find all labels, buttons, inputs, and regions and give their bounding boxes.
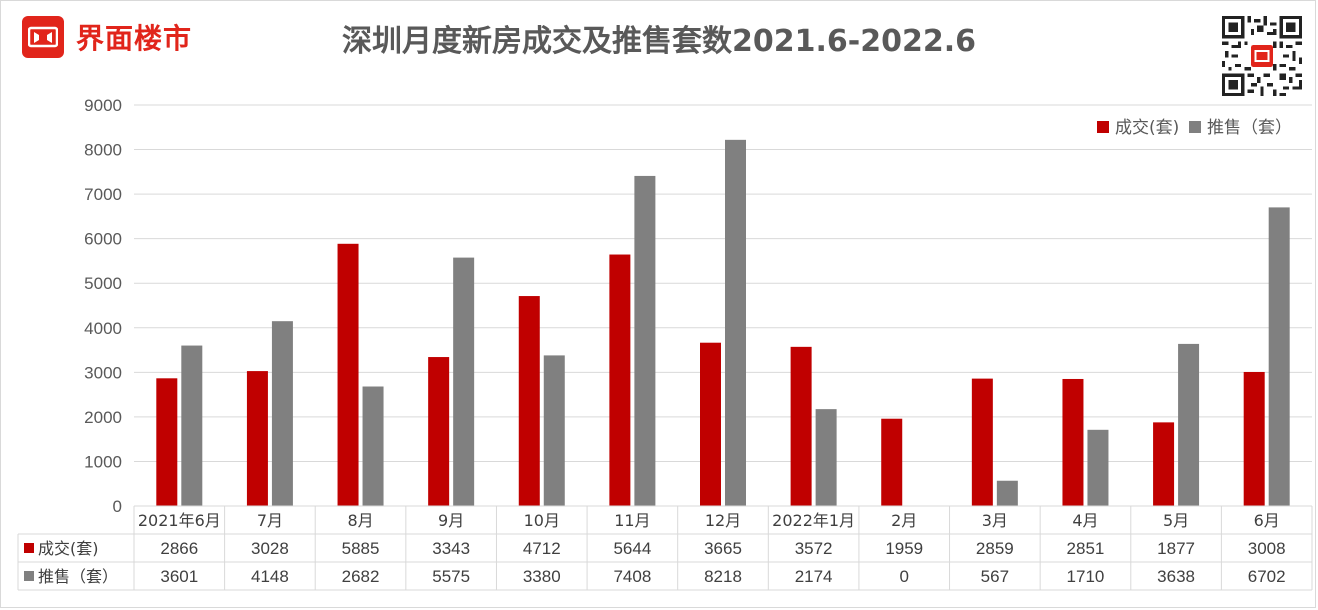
table-cell-value: 1877: [1157, 539, 1195, 558]
table-cell-value: 3638: [1157, 567, 1195, 586]
bar-deals: [337, 243, 359, 506]
y-tick-label: 4000: [84, 319, 122, 338]
x-category-label: 7月: [257, 511, 283, 530]
bar-deals: [246, 371, 268, 506]
table-cell-value: 2866: [160, 539, 198, 558]
table-cell-value: 2859: [976, 539, 1014, 558]
y-tick-label: 3000: [84, 363, 122, 382]
table-cell-value: 3601: [160, 567, 198, 586]
table-cell-value: 3572: [795, 539, 833, 558]
bar-supply: [725, 139, 746, 506]
table-cell-value: 2174: [795, 567, 833, 586]
table-cell-value: 5575: [432, 567, 470, 586]
chart-title: 深圳月度新房成交及推售套数2021.6-2022.6: [342, 24, 976, 59]
bar-deals: [609, 254, 631, 506]
table-cell-value: 3343: [432, 539, 470, 558]
bar-supply: [181, 345, 203, 506]
table-cell-value: 3008: [1248, 539, 1286, 558]
table-cell-value: 3665: [704, 539, 742, 558]
table-legend-key: [24, 543, 34, 553]
bar-deals: [700, 342, 721, 506]
table-series-name: 成交(套): [38, 539, 99, 558]
bar-supply: [634, 175, 656, 507]
y-tick-label: 7000: [84, 185, 122, 204]
y-tick-label: 0: [113, 497, 122, 516]
table-cell-value: 4148: [251, 567, 289, 586]
x-category-label: 2021年6月: [138, 511, 221, 530]
bar-supply: [1087, 429, 1109, 506]
x-category-label: 6月: [1254, 511, 1280, 530]
x-category-label: 11月: [614, 511, 650, 530]
table-cell-value: 2682: [342, 567, 380, 586]
bar-deals: [790, 346, 812, 506]
x-category-label: 9月: [438, 511, 464, 530]
bar-supply: [271, 321, 293, 506]
bar-supply: [453, 257, 475, 506]
x-category-label: 3月: [982, 511, 1008, 530]
legend-label: 成交(套): [1115, 118, 1179, 138]
y-tick-label: 2000: [84, 408, 122, 427]
table-cell-value: 1710: [1067, 567, 1105, 586]
bar-deals: [881, 418, 903, 506]
y-tick-label: 5000: [84, 274, 122, 293]
brand-logo: 界面楼市: [22, 16, 192, 58]
x-category-label: 2022年1月: [772, 511, 855, 530]
y-tick-label: 8000: [84, 141, 122, 160]
table-cell-value: 1959: [885, 539, 923, 558]
bar-deals: [971, 378, 993, 506]
x-category-label: 4月: [1072, 511, 1098, 530]
bar-deals: [1153, 422, 1175, 506]
table-cell-value: 8218: [704, 567, 742, 586]
y-tick-label: 1000: [84, 452, 122, 471]
table-cell-value: 0: [899, 567, 908, 586]
bar-supply: [815, 409, 837, 506]
bar-deals: [156, 378, 178, 506]
y-tick-label: 6000: [84, 230, 122, 249]
table-series-name: 推售（套）: [38, 567, 118, 586]
bar-deals: [1243, 371, 1265, 506]
x-category-label: 8月: [347, 511, 373, 530]
legend-key: [1097, 121, 1109, 133]
x-category-label: 2月: [891, 511, 917, 530]
table-cell-value: 3028: [251, 539, 289, 558]
bar-supply: [543, 355, 565, 506]
bar-deals: [1062, 378, 1084, 506]
table-cell-value: 4712: [523, 539, 561, 558]
legend-key: [1189, 121, 1201, 133]
bar-supply: [362, 386, 384, 506]
legend-label: 推售（套）: [1207, 118, 1292, 138]
table-cell-value: 2851: [1067, 539, 1105, 558]
table-cell-value: 6702: [1248, 567, 1286, 586]
bar-supply: [1178, 343, 1200, 506]
table-legend-key: [24, 571, 34, 581]
x-category-label: 10月: [524, 511, 560, 530]
x-category-label: 12月: [705, 511, 741, 530]
table-cell-value: 7408: [613, 567, 651, 586]
bar-deals: [518, 296, 540, 506]
table-cell-value: 567: [981, 567, 1009, 586]
brand-name: 界面楼市: [76, 22, 193, 55]
bar-deals: [428, 357, 450, 506]
bar-supply: [1268, 207, 1290, 506]
table-cell-value: 5885: [342, 539, 380, 558]
bar-supply: [996, 480, 1018, 506]
brand-icon: [22, 16, 64, 58]
table-cell-value: 5644: [613, 539, 651, 558]
x-category-label: 5月: [1163, 511, 1189, 530]
table-cell-value: 3380: [523, 567, 561, 586]
qr-code-icon: [1222, 16, 1302, 96]
y-tick-label: 9000: [84, 96, 122, 115]
